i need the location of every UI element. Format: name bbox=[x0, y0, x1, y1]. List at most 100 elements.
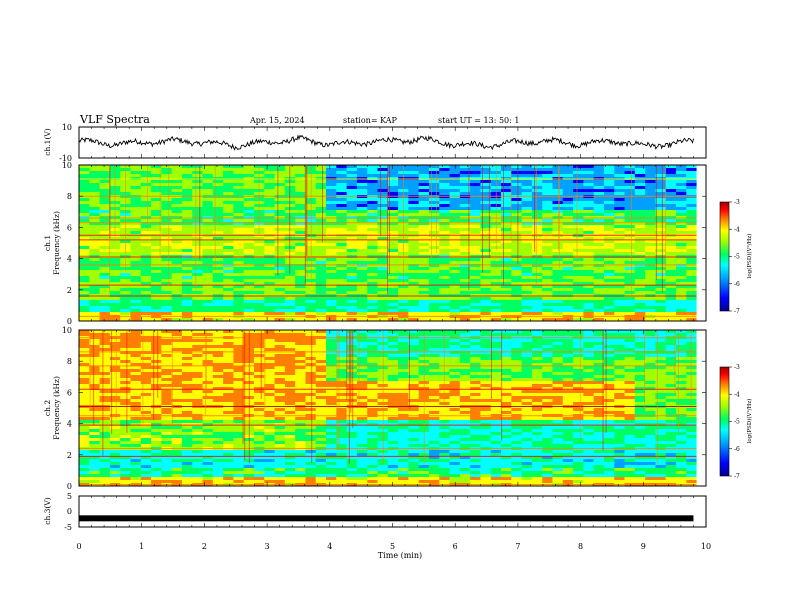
spectrogram-cell bbox=[274, 276, 286, 280]
spectrogram-cell bbox=[161, 261, 173, 265]
spectrogram-cell bbox=[418, 186, 430, 190]
spectrogram-cell bbox=[655, 354, 667, 358]
spectrogram-cell bbox=[336, 291, 348, 295]
spectrogram-cell bbox=[336, 303, 348, 307]
spectrogram-cell bbox=[387, 363, 399, 367]
spectrogram-cell bbox=[315, 204, 327, 208]
spectrogram-cell bbox=[295, 273, 306, 277]
spectrogram-cell bbox=[634, 204, 646, 208]
spectrogram-cell bbox=[552, 237, 564, 241]
spectrogram-cell bbox=[542, 330, 553, 334]
spectrogram-cell bbox=[501, 381, 512, 385]
spectrogram-cell bbox=[99, 171, 111, 175]
spectrogram-cell bbox=[264, 345, 275, 349]
spectrogram-cell bbox=[243, 300, 255, 304]
spectrogram-cell bbox=[130, 312, 142, 316]
spectrogram-cell bbox=[181, 396, 193, 400]
spectrogram-cell bbox=[624, 396, 636, 400]
spectrogram-cell bbox=[233, 243, 245, 247]
spectrogram-cell bbox=[634, 252, 646, 256]
spectrogram-cell bbox=[171, 345, 183, 349]
spectrogram-cell bbox=[99, 222, 111, 226]
spectrogram-cell bbox=[501, 312, 512, 316]
spectrogram-cell bbox=[346, 333, 358, 337]
spectrogram-cell bbox=[171, 399, 183, 403]
spectrogram-cell bbox=[151, 408, 162, 412]
spectrogram-cell bbox=[583, 180, 595, 184]
spectrogram-cell bbox=[542, 312, 553, 316]
spectrogram-cell bbox=[408, 264, 420, 268]
spectrogram-cell bbox=[284, 360, 296, 364]
spectrogram-cell bbox=[634, 357, 646, 361]
spectrogram-cell bbox=[511, 198, 523, 202]
spectrogram-cell bbox=[645, 165, 656, 169]
spectrogram-cell bbox=[490, 390, 502, 394]
spectrogram-cell bbox=[192, 354, 203, 358]
spectrogram-cell bbox=[645, 258, 656, 262]
spectrogram-cell bbox=[449, 300, 461, 304]
spectrogram-cell bbox=[202, 399, 214, 403]
spectrogram-cell bbox=[531, 291, 543, 295]
spectrogram-cell bbox=[79, 201, 90, 205]
spectrogram-cell bbox=[665, 204, 677, 208]
spectrogram-cell bbox=[480, 381, 492, 385]
spectrogram-cell bbox=[655, 225, 667, 229]
spectrogram-cell bbox=[233, 270, 245, 274]
spectrogram-cell bbox=[676, 354, 687, 358]
spectrogram-cell bbox=[542, 204, 553, 208]
spectrogram-cell bbox=[387, 381, 399, 385]
spectrogram-cell bbox=[686, 180, 697, 184]
spectrogram-cell bbox=[377, 297, 389, 301]
spectrogram-cell bbox=[192, 201, 203, 205]
spectrogram-cell bbox=[593, 168, 605, 172]
spectrogram-cell bbox=[99, 225, 111, 229]
spectrogram-cell bbox=[326, 252, 337, 256]
spectrogram-cell bbox=[470, 201, 481, 205]
spectrogram-cell bbox=[521, 252, 533, 256]
spectrogram-cell bbox=[511, 378, 523, 382]
spectrogram-cell bbox=[459, 348, 471, 352]
spectrogram-cell bbox=[89, 357, 100, 361]
spectrogram-cell bbox=[542, 174, 553, 178]
spectrogram-cell bbox=[387, 396, 399, 400]
spectrogram-cell bbox=[140, 210, 152, 214]
spectrogram-cell bbox=[181, 333, 193, 337]
spectrogram-cell bbox=[459, 369, 471, 373]
spectrogram-cell bbox=[562, 198, 574, 202]
spectrogram-cell bbox=[408, 213, 420, 217]
spectrogram-cell bbox=[181, 219, 193, 223]
spectrogram-cell bbox=[676, 288, 687, 292]
spectrogram-cell bbox=[336, 279, 348, 283]
spectrogram-cell bbox=[511, 276, 523, 280]
spectrogram-cell bbox=[336, 363, 348, 367]
spectrogram-cell bbox=[326, 219, 337, 223]
spectrogram-cell bbox=[552, 309, 564, 313]
spectrogram-cell bbox=[521, 261, 533, 265]
spectrogram-cell bbox=[295, 201, 306, 205]
spectrogram-cell bbox=[634, 246, 646, 250]
spectrogram-cell bbox=[243, 285, 255, 289]
spectrogram-cell bbox=[573, 222, 584, 226]
spectrogram-cell bbox=[387, 201, 399, 205]
spectrogram-cell bbox=[634, 198, 646, 202]
spectrogram-cell bbox=[655, 213, 667, 217]
spectrogram-cell bbox=[305, 390, 317, 394]
spectrogram-cell bbox=[109, 237, 121, 241]
spectrogram-cell bbox=[470, 249, 481, 253]
spectrogram-cell bbox=[408, 357, 420, 361]
spectrogram-cell bbox=[79, 192, 90, 196]
spectrogram-cell bbox=[171, 402, 183, 406]
spectrogram-cell bbox=[130, 189, 142, 193]
spectrogram-cell bbox=[192, 330, 203, 334]
spectrogram-cell bbox=[243, 222, 255, 226]
spectrogram-cell bbox=[346, 192, 358, 196]
spectrogram-cell bbox=[645, 312, 656, 316]
spectrogram-cell bbox=[295, 222, 306, 226]
spectrogram-cell bbox=[521, 375, 533, 379]
spectrogram-cell bbox=[336, 393, 348, 397]
spectrogram-cell bbox=[295, 174, 306, 178]
spectrogram-cell bbox=[676, 339, 687, 343]
spectrogram-cell bbox=[161, 207, 173, 211]
spectrogram-cell bbox=[542, 246, 553, 250]
spectrogram-cell bbox=[130, 168, 142, 172]
